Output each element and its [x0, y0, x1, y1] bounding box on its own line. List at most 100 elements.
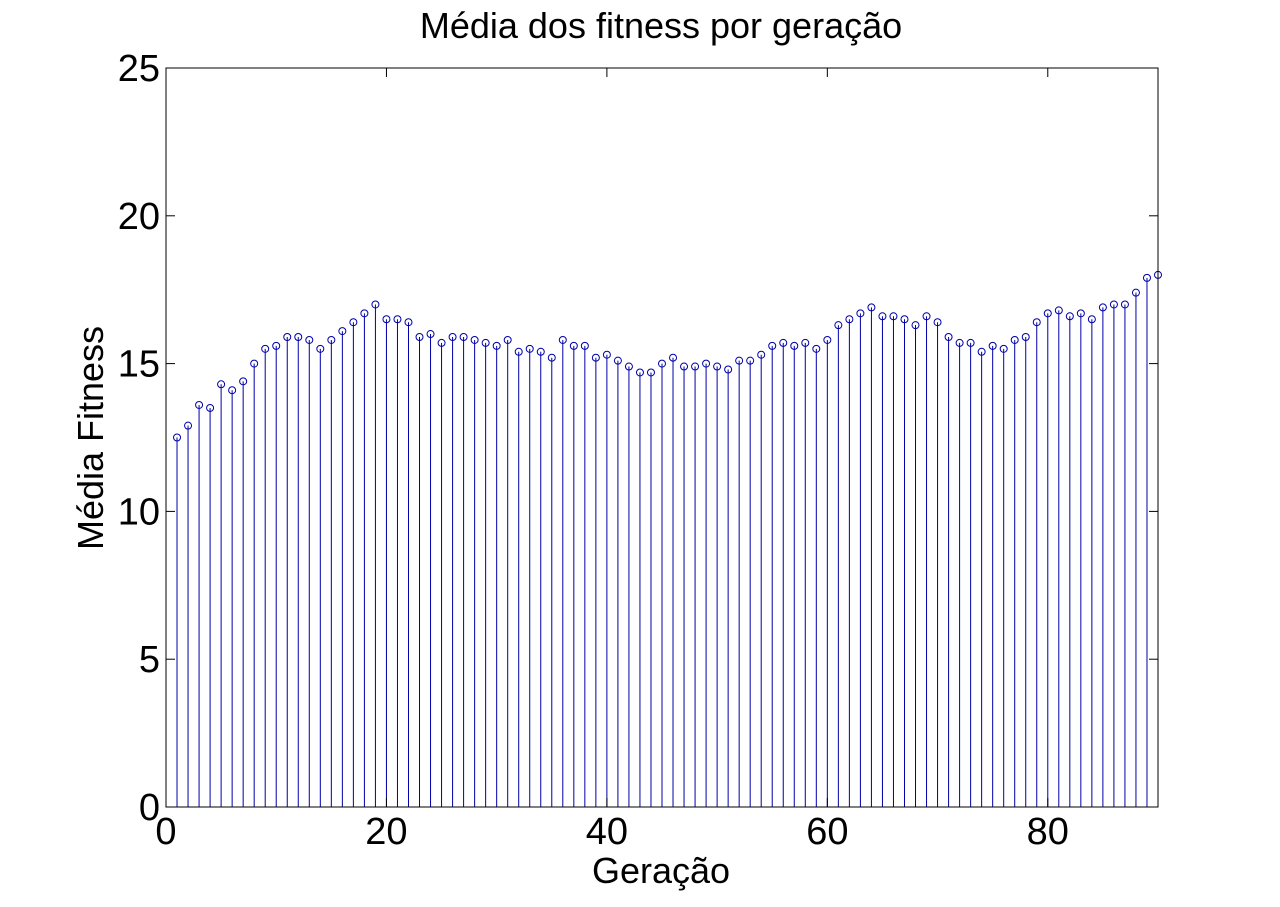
chart-title: Média dos fitness por geração [420, 5, 902, 46]
stem-marker [492, 341, 501, 350]
x-tick-label: 20 [365, 811, 407, 853]
stem-marker [470, 335, 479, 344]
stem-marker [801, 338, 810, 347]
stem-marker [1054, 306, 1063, 315]
stem-marker [1032, 318, 1041, 327]
stem-marker [404, 318, 413, 327]
stem-marker [580, 341, 589, 350]
stem-marker [558, 335, 567, 344]
x-tick-label: 0 [155, 811, 176, 853]
stem-marker [459, 332, 468, 341]
y-axis-label: Média Fitness [70, 326, 111, 550]
stem-marker [955, 338, 964, 347]
stem-marker [889, 312, 898, 321]
stem-marker [481, 338, 490, 347]
stem-marker [658, 359, 666, 368]
stem-marker [1021, 332, 1030, 341]
stem-marker [779, 338, 788, 347]
x-axis-label: Geração [592, 850, 730, 891]
y-tick-label: 5 [139, 639, 160, 681]
stem-marker [1098, 303, 1107, 312]
stem-marker [382, 315, 391, 324]
stem-marker [283, 332, 292, 341]
stem-marker [294, 332, 303, 341]
stem-marker [360, 309, 369, 318]
stem-marker [591, 353, 600, 362]
stem-marker [713, 362, 722, 371]
stem-marker [206, 403, 215, 412]
stem-marker [349, 318, 358, 327]
stem-marker [922, 312, 931, 321]
stem-marker [691, 362, 700, 371]
plot-frame [165, 67, 1159, 808]
stem-marker [845, 315, 854, 324]
stem-marker [525, 344, 534, 353]
stem-marker [823, 335, 832, 344]
stem-marker [437, 338, 446, 347]
stem-marker [195, 400, 204, 409]
stem-marker [812, 344, 821, 353]
stem-marker [536, 347, 545, 356]
stem-marker [933, 318, 942, 327]
stem-marker [217, 380, 226, 389]
stem-marker [250, 359, 259, 368]
y-tick-label: 15 [118, 344, 160, 386]
stem-marker [305, 335, 314, 344]
stem-marker [1065, 312, 1074, 321]
stem-marker [834, 321, 843, 330]
stem-marker [239, 377, 248, 386]
stem-marker [448, 332, 457, 341]
stem-marker [228, 386, 237, 395]
stem-marker [790, 341, 799, 350]
x-tick-label: 40 [586, 811, 628, 853]
stem-marker [1076, 309, 1085, 318]
stem-marker [327, 335, 336, 344]
stem-marker [669, 353, 678, 362]
stem-marker [1043, 309, 1052, 318]
stem-marker [569, 341, 578, 350]
stem-marker [613, 356, 622, 365]
y-tick-label: 10 [118, 491, 160, 533]
stem-marker [768, 341, 777, 350]
axis-ticks: 0 20 40 60 80 0 5 10 15 20 25 [118, 48, 1158, 853]
stem-marker [911, 321, 920, 330]
stem-marker [680, 362, 689, 371]
stem-marker [1131, 288, 1140, 297]
stem-marker [415, 332, 424, 341]
stem-marker [646, 368, 655, 377]
stem-marker [999, 344, 1008, 353]
stem-marker [900, 315, 909, 324]
stem-marker [514, 347, 523, 356]
stem-series [173, 270, 1162, 807]
stem-marker [547, 353, 556, 362]
stem-marker [624, 362, 633, 371]
stem-marker [1087, 315, 1096, 324]
stem-marker [371, 300, 380, 309]
stem-marker [316, 344, 325, 353]
stem-marker [966, 338, 975, 347]
stem-marker [944, 332, 953, 341]
stem-marker [635, 368, 644, 377]
stem-marker [272, 341, 281, 350]
stem-marker [503, 335, 512, 344]
y-tick-label: 25 [118, 48, 160, 90]
stem-marker [261, 344, 270, 353]
y-tick-label: 0 [139, 787, 160, 829]
stem-marker [856, 309, 865, 318]
stem-marker [602, 350, 611, 359]
stem-marker [338, 327, 347, 336]
stem-marker [746, 356, 755, 365]
x-tick-label: 80 [1027, 811, 1069, 853]
stem-marker [1109, 300, 1118, 309]
stem-marker [426, 330, 435, 339]
stem-marker [867, 303, 876, 312]
stem-marker [1142, 273, 1151, 282]
stem-marker [702, 359, 711, 368]
stem-marker [735, 356, 744, 365]
stem-marker [988, 341, 997, 350]
stem-marker [1120, 300, 1129, 309]
x-tick-label: 60 [806, 811, 848, 853]
stem-marker [977, 347, 986, 356]
stem-marker [757, 350, 766, 359]
